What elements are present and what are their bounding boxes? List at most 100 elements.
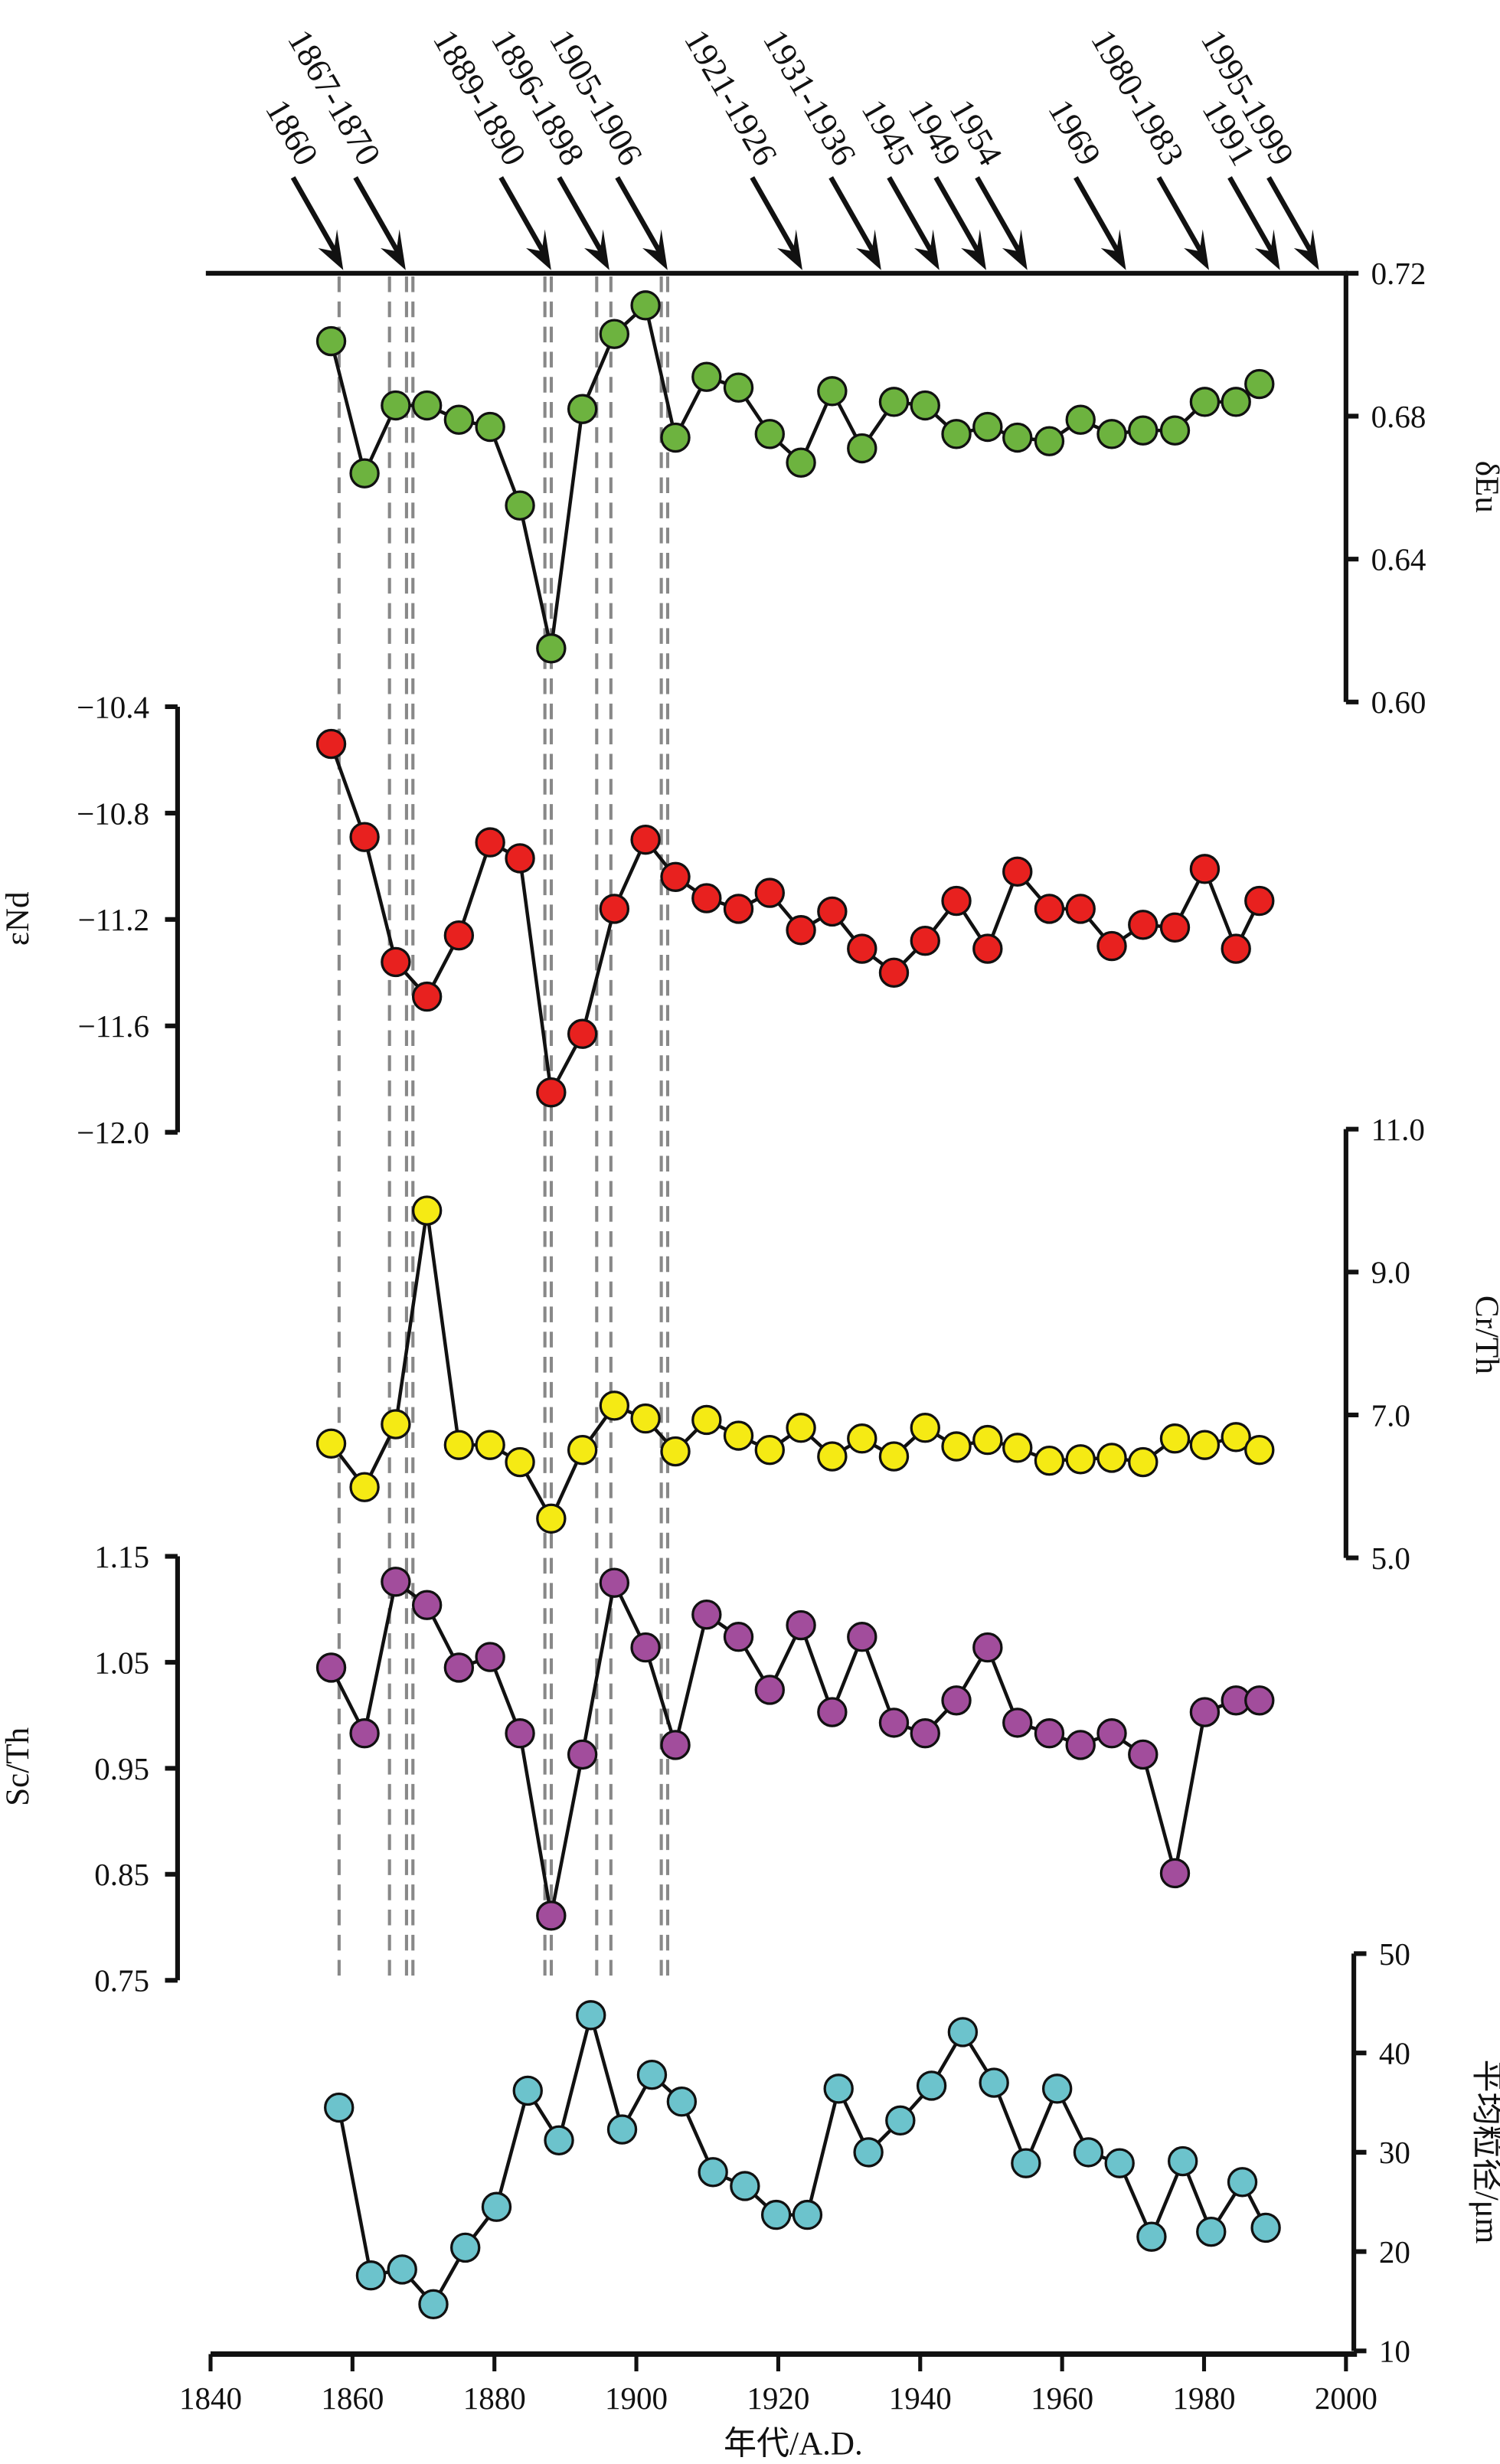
data-point bbox=[1244, 1685, 1275, 1716]
data-point bbox=[972, 1424, 1003, 1456]
data-point bbox=[505, 490, 535, 521]
data-point bbox=[1189, 387, 1221, 417]
y-tick-label: −10.8 bbox=[77, 796, 149, 831]
arrow-head-icon bbox=[961, 229, 986, 270]
arrow-head-icon bbox=[584, 229, 609, 270]
x-tick-label: 1860 bbox=[321, 2381, 384, 2416]
data-point bbox=[567, 1018, 598, 1049]
data-point bbox=[847, 1622, 877, 1652]
data-point bbox=[443, 1430, 475, 1460]
data-point bbox=[878, 1441, 910, 1472]
data-point bbox=[972, 1632, 1003, 1663]
data-point bbox=[1128, 1739, 1158, 1770]
y-axis-label: δEu bbox=[1469, 461, 1500, 513]
data-point bbox=[760, 2199, 792, 2230]
data-point bbox=[723, 894, 754, 924]
event-arrow bbox=[290, 176, 344, 270]
data-point bbox=[475, 1642, 505, 1672]
y-tick-label: 40 bbox=[1379, 2036, 1410, 2071]
data-point bbox=[481, 2191, 512, 2222]
data-point bbox=[536, 633, 567, 664]
data-point bbox=[1189, 854, 1221, 884]
data-point bbox=[567, 1739, 598, 1770]
data-point bbox=[660, 1730, 691, 1760]
data-point bbox=[754, 1434, 785, 1466]
y-tick-label: 9.0 bbox=[1371, 1255, 1410, 1290]
data-point bbox=[691, 1599, 722, 1630]
data-point bbox=[1159, 1858, 1191, 1889]
data-point bbox=[1065, 894, 1096, 924]
data-point bbox=[947, 2017, 979, 2047]
data-point bbox=[630, 824, 661, 855]
data-point bbox=[691, 883, 722, 913]
data-point bbox=[1189, 1697, 1221, 1727]
arrow-head-icon bbox=[913, 229, 940, 270]
y-tick-label: 0.68 bbox=[1371, 399, 1426, 434]
event-arrow bbox=[557, 176, 609, 270]
data-point bbox=[1096, 1443, 1127, 1473]
y-tick-label: 50 bbox=[1379, 1936, 1410, 1972]
panel-scth: 1.15 1.05 0.95 0.85 0.75 Sc/Th bbox=[0, 1539, 1275, 1998]
data-point bbox=[1221, 1422, 1251, 1453]
data-point bbox=[698, 2157, 728, 2188]
data-point bbox=[1244, 1434, 1275, 1466]
data-point bbox=[1159, 1423, 1191, 1454]
panel-nd: −10.4 −10.8 −11.2 −11.6 −12.0 εNd bbox=[0, 689, 1275, 1150]
arrow-head-icon bbox=[1293, 229, 1319, 270]
data-point bbox=[817, 376, 848, 407]
data-point bbox=[1104, 2148, 1135, 2178]
event-arrow bbox=[750, 176, 802, 270]
data-point bbox=[910, 390, 940, 421]
data-point bbox=[1159, 415, 1191, 446]
data-point bbox=[606, 2114, 638, 2145]
data-point bbox=[315, 1428, 347, 1459]
data-point bbox=[853, 2137, 884, 2168]
y-axis-label: Cr/Th bbox=[1469, 1296, 1500, 1374]
event-arrow bbox=[1266, 176, 1319, 270]
data-point bbox=[691, 1404, 722, 1436]
data-point bbox=[847, 1423, 877, 1454]
data-point bbox=[536, 1503, 567, 1534]
data-point bbox=[636, 2060, 668, 2090]
data-point bbox=[792, 2199, 823, 2230]
panels: 0.720.680.640.60δEu−10.4−10.8−11.2−11.6−… bbox=[0, 256, 1500, 2368]
data-point bbox=[418, 2289, 449, 2320]
data-point bbox=[411, 1590, 443, 1620]
arrow-head-icon bbox=[1184, 229, 1209, 270]
data-point bbox=[817, 1697, 848, 1727]
data-point bbox=[349, 458, 380, 489]
data-point bbox=[512, 2075, 543, 2106]
y-tick-label: 5.0 bbox=[1371, 1541, 1410, 1576]
x-tick-label: 1880 bbox=[463, 2381, 526, 2416]
y-tick-label: 0.75 bbox=[94, 1963, 149, 1998]
data-point bbox=[1034, 426, 1065, 456]
data-point bbox=[723, 372, 754, 403]
data-point bbox=[411, 1195, 443, 1226]
data-point bbox=[599, 1390, 630, 1421]
data-point bbox=[475, 1430, 505, 1460]
data-point bbox=[536, 1900, 567, 1931]
y-tick-label: 1.05 bbox=[94, 1645, 149, 1680]
arrow-head-icon bbox=[381, 229, 406, 270]
data-point bbox=[599, 319, 630, 349]
y-tick-label: 0.72 bbox=[1371, 256, 1426, 291]
data-point bbox=[567, 1434, 598, 1466]
y-axis-label: Sc/Th bbox=[0, 1727, 36, 1806]
data-point bbox=[1002, 1707, 1033, 1738]
data-point bbox=[941, 1685, 972, 1716]
data-point bbox=[315, 728, 347, 760]
panel-eu: 0.72 0.68 0.64 0.60 δEu bbox=[315, 256, 1500, 720]
x-tick-label: 1920 bbox=[747, 2381, 809, 2416]
data-point bbox=[910, 1413, 940, 1443]
y-tick-label: −11.6 bbox=[78, 1008, 149, 1044]
data-point bbox=[817, 896, 848, 927]
data-point bbox=[1221, 387, 1251, 417]
data-point bbox=[730, 2171, 760, 2201]
data-point bbox=[916, 2070, 947, 2101]
event-arrow bbox=[1074, 176, 1126, 270]
x-tick-label: 1940 bbox=[889, 2381, 952, 2416]
data-point bbox=[910, 1718, 940, 1749]
data-point bbox=[1221, 933, 1251, 964]
event-arrow bbox=[887, 176, 940, 270]
data-point bbox=[381, 946, 411, 978]
